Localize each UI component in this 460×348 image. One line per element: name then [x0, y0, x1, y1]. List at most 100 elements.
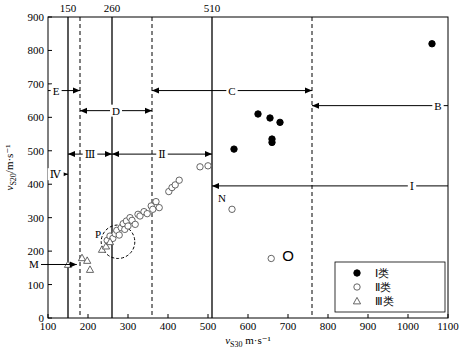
- y-tick: [48, 184, 52, 185]
- x-tick-label: 1000: [397, 320, 420, 332]
- x-tick-label: 900: [360, 320, 377, 332]
- annotation: M: [29, 258, 39, 270]
- range-line: [312, 105, 448, 106]
- data-point: [269, 139, 275, 145]
- data-point: [205, 163, 211, 169]
- arrow-head: [73, 88, 80, 94]
- annotation: N: [218, 192, 226, 204]
- x-tick-label: 700: [280, 320, 297, 332]
- boundary-line: [111, 17, 112, 318]
- range: Ⅰ: [212, 180, 448, 192]
- y-tick: [48, 83, 52, 84]
- data-point: [86, 266, 93, 272]
- x-tick: [288, 314, 289, 318]
- y-axis-label: vS20/m·s⁻¹: [3, 144, 18, 190]
- x-tick-label: 400: [160, 320, 177, 332]
- arrow-head: [80, 108, 87, 114]
- y-tick: [48, 318, 52, 319]
- y-tick: [48, 217, 52, 218]
- legend-marker: [353, 297, 360, 303]
- label-sub: S20: [9, 173, 18, 185]
- x-tick: [448, 314, 449, 318]
- arrow-head: [68, 151, 75, 157]
- data-point: [78, 254, 85, 260]
- chart: 1002003004005006007008009001000110001002…: [0, 0, 460, 348]
- arrow-head: [152, 88, 159, 94]
- range-label-bg: [432, 100, 443, 112]
- data-point: [150, 206, 156, 212]
- x-axis-label: vS30 m·s⁻¹: [225, 334, 271, 348]
- data-point: [197, 164, 203, 170]
- y-tick: [48, 251, 52, 252]
- y-tick-label: 900: [28, 11, 45, 23]
- y-tick: [48, 284, 52, 285]
- annotation: P: [95, 228, 101, 240]
- legend-box: [335, 262, 445, 312]
- arrow-head: [145, 108, 152, 114]
- range-label: Ⅳ: [50, 168, 62, 180]
- range-label-bg: [226, 85, 237, 97]
- boundary-label: 510: [204, 2, 221, 14]
- arrow-head: [112, 151, 119, 157]
- legend-label: Ⅰ类: [375, 267, 389, 280]
- range: E: [48, 85, 80, 97]
- arrow-head: [305, 88, 312, 94]
- range-label-bg: [83, 148, 98, 160]
- arrow-head: [212, 183, 219, 189]
- x-tick: [368, 314, 369, 318]
- legend: Ⅰ类Ⅱ类Ⅲ类: [335, 262, 445, 312]
- y-tick-label: 500: [28, 145, 45, 157]
- series: [231, 41, 435, 153]
- boundary-line: [80, 17, 81, 318]
- boundary-line: [211, 17, 212, 318]
- x-tick-label: 200: [80, 320, 97, 332]
- annotation: O: [282, 247, 294, 264]
- arrow-head: [105, 151, 112, 157]
- x-tick-label: 800: [320, 320, 337, 332]
- range: C: [152, 85, 312, 97]
- boundary-line: [152, 17, 153, 318]
- label-unit: /m·s⁻¹: [3, 144, 15, 173]
- arrow-head: [70, 261, 77, 267]
- y-tick-label: 400: [28, 178, 45, 190]
- x-tick: [128, 314, 129, 318]
- y-tick: [48, 117, 52, 118]
- data-point: [255, 111, 261, 117]
- range: Ⅱ: [112, 148, 212, 160]
- x-tick: [248, 314, 249, 318]
- legend-marker: [354, 284, 360, 290]
- range-label: Ⅲ: [85, 148, 96, 160]
- legend-marker: [354, 270, 360, 276]
- arrow-head: [205, 151, 212, 157]
- data-point: [231, 146, 237, 152]
- range-label-bg: [110, 105, 122, 117]
- annotations: 150260510EDCBⅣⅢⅡⅠNOPM: [29, 2, 448, 270]
- plot-frame: [48, 17, 448, 318]
- x-tick: [408, 314, 409, 318]
- y-tick-label: 600: [28, 111, 45, 123]
- legend-label: Ⅲ类: [375, 295, 394, 308]
- data-point: [106, 238, 113, 244]
- axes: 1002003004005006007008009001000110001002…: [3, 11, 459, 348]
- arrow-head: [312, 103, 319, 109]
- x-tick: [208, 314, 209, 318]
- y-tick-label: 200: [28, 245, 45, 257]
- range-label: D: [112, 105, 120, 117]
- range: B: [312, 100, 448, 112]
- plot-area: [64, 17, 435, 318]
- highlight-circle: [101, 225, 135, 258]
- range: Ⅳ: [48, 168, 68, 180]
- data-point: [144, 210, 150, 216]
- y-tick-label: 700: [28, 78, 45, 90]
- data-point: [176, 177, 182, 183]
- data-point: [267, 115, 273, 121]
- range-label: C: [228, 85, 235, 97]
- x-tick: [328, 314, 329, 318]
- range-label: B: [434, 100, 441, 112]
- data-point: [268, 255, 274, 261]
- range-label-bg: [156, 148, 167, 160]
- range-label: Ⅰ: [410, 180, 414, 192]
- range-label-bg: [48, 168, 64, 180]
- boundary-label: 260: [104, 2, 121, 14]
- x-tick-label: 300: [120, 320, 137, 332]
